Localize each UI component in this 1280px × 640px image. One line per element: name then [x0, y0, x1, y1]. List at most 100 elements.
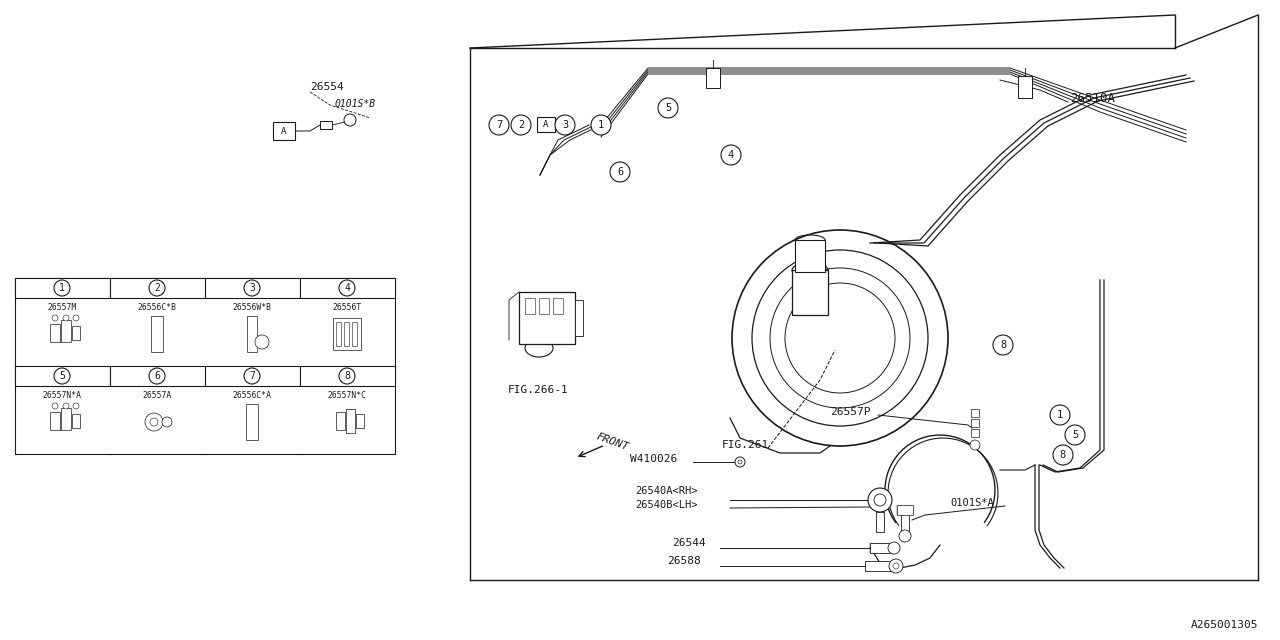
Circle shape [244, 368, 260, 384]
Circle shape [868, 488, 892, 512]
Text: 7: 7 [495, 120, 502, 130]
Bar [901, 512, 909, 532]
Circle shape [54, 368, 70, 384]
Circle shape [993, 335, 1012, 355]
Text: 1: 1 [598, 120, 604, 130]
Bar [247, 316, 257, 352]
Bar [972, 429, 979, 437]
Bar [205, 366, 300, 386]
Bar [344, 322, 349, 346]
Bar [792, 270, 828, 315]
Circle shape [163, 417, 172, 427]
Ellipse shape [795, 235, 826, 245]
Circle shape [73, 403, 79, 409]
Bar [50, 324, 60, 342]
Text: 26556T: 26556T [333, 303, 362, 312]
Circle shape [344, 114, 356, 126]
Circle shape [893, 563, 899, 569]
Bar [1018, 76, 1032, 98]
Bar [50, 412, 60, 430]
Text: 26557M: 26557M [47, 303, 77, 312]
Bar [356, 414, 364, 428]
Circle shape [339, 368, 355, 384]
Bar [15, 366, 110, 386]
Bar [320, 121, 332, 129]
Circle shape [890, 559, 902, 573]
Text: 26588: 26588 [667, 556, 700, 566]
Text: 26556C*A: 26556C*A [233, 391, 271, 400]
Text: 8: 8 [344, 371, 349, 381]
Text: 26540A<RH>: 26540A<RH> [635, 486, 698, 496]
Circle shape [874, 494, 886, 506]
Text: 26557P: 26557P [829, 407, 870, 417]
Bar [972, 419, 979, 427]
Bar [246, 404, 259, 440]
Circle shape [1053, 445, 1073, 465]
Text: A265001305: A265001305 [1190, 620, 1258, 630]
Bar [575, 300, 582, 336]
Circle shape [611, 162, 630, 182]
Bar [110, 278, 205, 298]
Bar [707, 68, 721, 88]
Circle shape [888, 542, 900, 554]
Text: 6: 6 [154, 371, 160, 381]
Circle shape [52, 315, 58, 321]
Circle shape [658, 98, 678, 118]
Circle shape [739, 460, 742, 464]
Text: 4: 4 [344, 283, 349, 293]
Text: A: A [282, 127, 287, 136]
Bar [870, 543, 890, 553]
Text: 26540B<LH>: 26540B<LH> [635, 500, 698, 510]
Bar [352, 322, 357, 346]
Text: 3: 3 [562, 120, 568, 130]
Circle shape [1065, 425, 1085, 445]
Bar [897, 505, 913, 515]
Text: A: A [543, 120, 549, 129]
Text: 1: 1 [1057, 410, 1064, 420]
Bar [539, 298, 549, 314]
Text: 26557A: 26557A [142, 391, 172, 400]
Circle shape [255, 335, 269, 349]
Circle shape [148, 280, 165, 296]
Text: 2: 2 [154, 283, 160, 293]
Text: 3: 3 [250, 283, 255, 293]
Circle shape [148, 368, 165, 384]
Circle shape [339, 280, 355, 296]
Bar [61, 408, 70, 430]
Bar [72, 326, 81, 340]
Circle shape [511, 115, 531, 135]
Bar [205, 278, 300, 298]
Text: FIG.266-1: FIG.266-1 [508, 385, 568, 395]
Text: 1: 1 [59, 283, 65, 293]
Text: 26544: 26544 [672, 538, 705, 548]
Text: 0101S*B: 0101S*B [335, 99, 376, 109]
Circle shape [556, 115, 575, 135]
Circle shape [489, 115, 509, 135]
Bar [865, 561, 893, 571]
Circle shape [244, 280, 260, 296]
Bar [337, 412, 346, 430]
Bar [333, 318, 361, 350]
Text: FIG.261: FIG.261 [722, 440, 769, 450]
Bar [110, 366, 205, 386]
Circle shape [721, 145, 741, 165]
Circle shape [73, 315, 79, 321]
Bar [518, 292, 575, 344]
Bar [72, 414, 81, 428]
Text: 26556C*B: 26556C*B [137, 303, 177, 312]
Text: 26554: 26554 [310, 82, 344, 92]
Text: 6: 6 [617, 167, 623, 177]
Text: FRONT: FRONT [595, 431, 630, 452]
Circle shape [150, 418, 157, 426]
Circle shape [52, 403, 58, 409]
Bar [972, 409, 979, 417]
Bar [151, 316, 163, 352]
Circle shape [591, 115, 611, 135]
Bar [525, 298, 535, 314]
Bar [300, 278, 396, 298]
Text: 26557N*A: 26557N*A [42, 391, 82, 400]
Bar [553, 298, 563, 314]
Text: 4: 4 [728, 150, 735, 160]
Circle shape [970, 440, 980, 450]
Circle shape [899, 530, 911, 542]
